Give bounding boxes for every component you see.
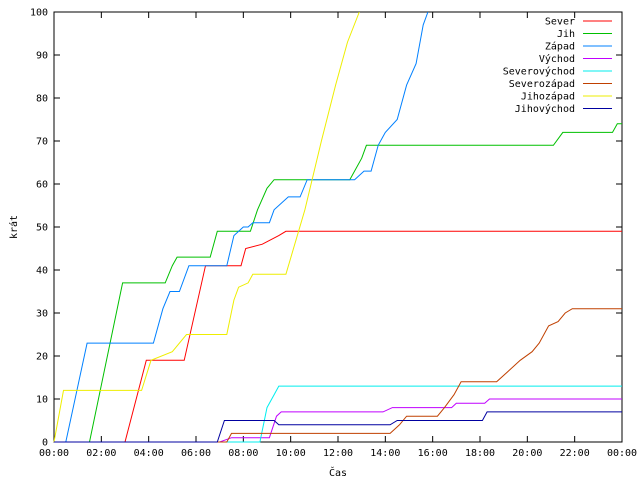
series-line-vychod (54, 398, 622, 443)
x-tick-label: 00:00 (607, 448, 637, 459)
legend-label-severozapad: Severozápad (509, 78, 575, 90)
series-line-jihozapad (53, 11, 360, 443)
x-tick-label: 14:00 (370, 448, 400, 459)
axis-ticks: 00:00 02:00 04:00 06:00 08:00 10:00 12:00 14:00… (30, 8, 637, 460)
series-line-jihovychod (54, 411, 622, 443)
x-tick-label: 18:00 (465, 448, 495, 459)
series-line-sever (54, 230, 622, 443)
legend-label-jihozapad: Jihozápad (521, 91, 575, 103)
x-tick-label: 10:00 (276, 448, 306, 459)
y-tick-label: 60 (36, 180, 48, 191)
y-tick-label: 10 (36, 395, 48, 406)
legend-label-vychod: Východ (539, 53, 575, 65)
y-tick-label: 50 (36, 223, 48, 234)
series-lines (53, 11, 622, 443)
legend-label-sever: Sever (545, 17, 575, 28)
y-tick-label: 80 (36, 94, 48, 105)
legend: SeverJihZápadVýchodSeverovýchodSeverozáp… (503, 17, 612, 115)
legend-label-jihovychod: Jihovýchod (515, 103, 575, 115)
y-tick-label: 90 (36, 51, 48, 62)
x-tick-label: 22:00 (560, 448, 590, 459)
legend-label-jih: Jih (557, 29, 575, 40)
x-tick-label: 16:00 (418, 448, 448, 459)
y-tick-label: 20 (36, 352, 48, 363)
y-tick-label: 30 (36, 309, 48, 320)
x-tick-label: 20:00 (512, 448, 542, 459)
x-axis-label: Čas (329, 466, 347, 479)
legend-label-severovychod: Severovýchod (503, 66, 575, 78)
series-line-jih (54, 123, 622, 443)
x-tick-label: 08:00 (228, 448, 258, 459)
x-tick-label: 04:00 (134, 448, 164, 459)
y-tick-label: 100 (30, 8, 48, 19)
y-tick-label: 0 (42, 438, 48, 449)
x-tick-label: 12:00 (323, 448, 353, 459)
x-tick-label: 00:00 (39, 448, 69, 459)
series-line-severozapad (54, 308, 622, 443)
legend-label-zapad: Západ (545, 41, 575, 53)
y-tick-label: 70 (36, 137, 48, 148)
x-tick-label: 06:00 (181, 448, 211, 459)
x-tick-label: 02:00 (86, 448, 116, 459)
y-axis-label: krát (8, 215, 20, 239)
y-tick-label: 40 (36, 266, 48, 277)
series-line-zapad (54, 11, 429, 443)
